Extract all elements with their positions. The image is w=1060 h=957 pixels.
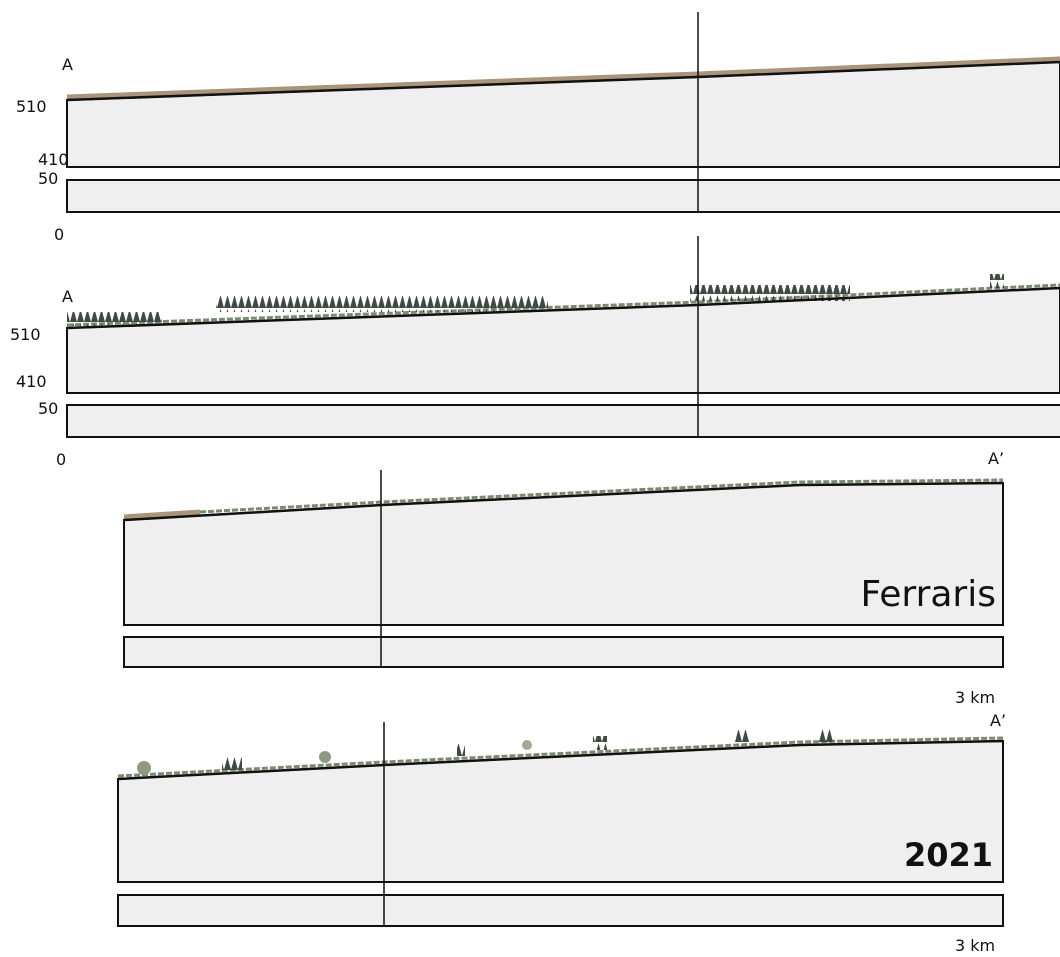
base-layer bbox=[123, 636, 1004, 668]
ground-line bbox=[117, 739, 1004, 781]
tree-group bbox=[593, 736, 607, 750]
forest bbox=[690, 285, 850, 301]
elevation-label: 510 bbox=[10, 325, 41, 344]
vegetation-layer bbox=[117, 736, 1004, 778]
soil-layer bbox=[123, 509, 201, 520]
tree-group bbox=[222, 757, 242, 771]
section-1: A 510 410 50 0 bbox=[16, 12, 1060, 244]
terrain-body bbox=[66, 286, 1060, 394]
base-layer bbox=[66, 404, 1060, 438]
scale-label: 3 km bbox=[955, 936, 995, 955]
point-label: A’ bbox=[990, 711, 1006, 730]
point-label: A bbox=[62, 287, 73, 306]
elevation-label: 410 bbox=[38, 150, 69, 169]
forest bbox=[216, 296, 548, 312]
section-3: Ferraris 3 km A’ bbox=[123, 470, 1006, 730]
tree-group bbox=[819, 729, 833, 742]
section-title: Ferraris bbox=[861, 574, 996, 615]
elevation-label: 50 bbox=[38, 169, 58, 188]
forest bbox=[990, 274, 1004, 288]
vegetation-layer bbox=[199, 478, 1004, 514]
point-label: A’ bbox=[988, 449, 1004, 468]
tree bbox=[522, 740, 532, 750]
section-2: A 510 410 50 0 A’ bbox=[10, 236, 1060, 469]
elevation-label: 510 bbox=[16, 97, 47, 116]
ground-line bbox=[123, 481, 1004, 522]
elevation-label: 410 bbox=[16, 372, 47, 391]
tree bbox=[137, 761, 151, 775]
section-title: 2021 bbox=[904, 836, 993, 874]
tree bbox=[319, 751, 331, 763]
base-layer bbox=[66, 179, 1060, 213]
origin-label: 0 bbox=[54, 225, 64, 244]
point-label: A bbox=[62, 55, 73, 74]
vegetation-layer bbox=[66, 283, 1060, 327]
origin-label: 0 bbox=[56, 450, 66, 469]
forest bbox=[67, 312, 162, 326]
elevation-label: 50 bbox=[38, 399, 58, 418]
tree-group bbox=[735, 730, 749, 744]
terrain-body bbox=[117, 739, 1004, 883]
base-layer bbox=[117, 894, 1004, 927]
tree-group bbox=[457, 744, 465, 756]
section-4: 2021 3 km bbox=[117, 722, 1004, 955]
scale-label: 3 km bbox=[955, 688, 995, 707]
